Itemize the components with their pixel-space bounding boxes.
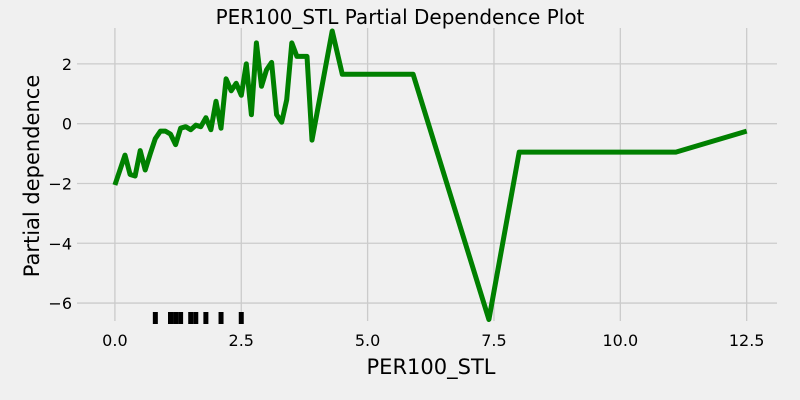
y-tick-label: 0 [62, 115, 72, 134]
y-tick-label: −6 [48, 294, 72, 313]
x-tick-labels: 0.0 2.5 5.0 7.5 10.0 12.5 [102, 331, 764, 350]
chart-title: PER100_STL Partial Dependence Plot [216, 5, 585, 29]
y-tick-label: 2 [62, 55, 72, 74]
y-axis-label: Partial dependence [20, 75, 44, 278]
y-tick-labels: −6 −4 −2 0 2 [48, 55, 72, 313]
x-tick-label: 2.5 [229, 331, 254, 350]
rug-mark [203, 312, 209, 324]
rug [152, 312, 244, 324]
rug-mark [193, 312, 199, 324]
x-tick-label: 5.0 [355, 331, 380, 350]
series-lines [112, 28, 748, 322]
x-tick-label: 10.0 [603, 331, 639, 350]
rug-mark [173, 312, 179, 324]
rug-mark [238, 312, 244, 324]
rug-mark [218, 312, 224, 324]
y-tick-label: −2 [48, 174, 72, 193]
rug-mark [188, 312, 194, 324]
rug-mark [168, 312, 174, 324]
series-line [112, 28, 748, 322]
x-tick-label: 7.5 [481, 331, 506, 350]
rug-mark [152, 312, 158, 324]
x-tick-label: 0.0 [102, 331, 127, 350]
y-tick-label: −4 [48, 234, 72, 253]
rug-mark [178, 312, 184, 324]
x-axis-label: PER100_STL [367, 355, 496, 380]
x-tick-label: 12.5 [729, 331, 765, 350]
